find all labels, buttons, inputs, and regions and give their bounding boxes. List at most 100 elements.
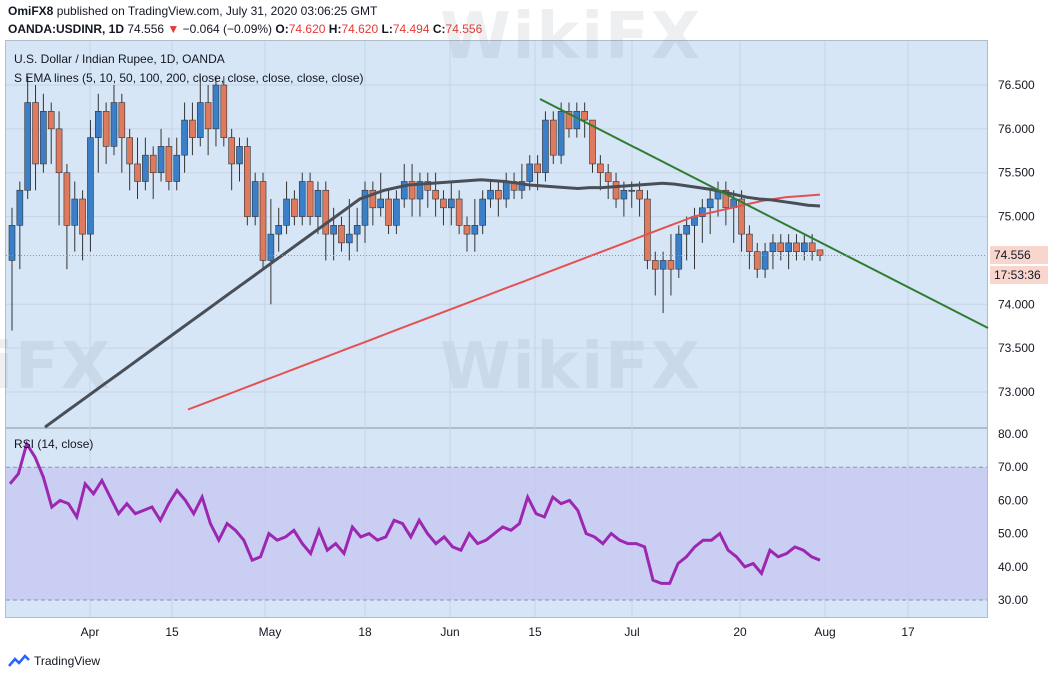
candle-body [47, 111, 55, 130]
open-label: O: [275, 22, 289, 36]
change-down-icon: ▼ [167, 22, 180, 36]
candle-body [385, 198, 392, 226]
candle-body [400, 181, 408, 200]
candle-body [32, 102, 39, 165]
candle-body [636, 189, 643, 200]
candle-body [369, 189, 377, 209]
change-value: −0.064 (−0.09%) [182, 22, 273, 36]
symbol-legend: U.S. Dollar / Indian Rupee, 1D, OANDA [14, 52, 225, 66]
rsi-legend: RSI (14, close) [14, 437, 94, 451]
low-label: L: [381, 22, 393, 36]
time-tick-label: 20 [733, 625, 747, 639]
brand-name: TradingView [34, 654, 101, 668]
candle-body [581, 111, 588, 121]
candle-body [565, 111, 573, 130]
footer-brand[interactable]: TradingView [8, 654, 100, 668]
candle-body [267, 233, 275, 261]
candle-body [291, 198, 298, 217]
candle-body [173, 154, 181, 182]
time-tick-label: 15 [165, 625, 179, 639]
candle-body [244, 146, 251, 217]
candle-body [549, 119, 557, 156]
close-label: C: [432, 22, 446, 36]
candle-body [361, 189, 369, 226]
candle-body [196, 102, 204, 138]
candle-body [87, 137, 94, 235]
time-tick-label: Jul [624, 625, 639, 639]
candle-body [298, 181, 306, 217]
countdown-label: 17:53:36 [990, 266, 1048, 284]
price-tick-label: 76.000 [998, 122, 1035, 136]
time-tick-label: Jun [440, 625, 459, 639]
candle-body [597, 163, 604, 174]
candle-body [612, 181, 620, 200]
publisher-name[interactable]: OmiFX8 [8, 4, 54, 18]
price-tick-label: 76.500 [998, 78, 1035, 92]
candle-body [753, 251, 761, 270]
candle-body [542, 119, 549, 174]
candle-body [526, 163, 534, 182]
candle-body [471, 225, 479, 235]
ema-dark-line [44, 178, 821, 429]
candle-body [71, 198, 79, 226]
rsi-tick-label: 80.00 [998, 427, 1028, 441]
candle-body [573, 111, 581, 130]
candle-body [408, 181, 416, 200]
candle-body [738, 198, 745, 235]
candle-body [722, 189, 730, 209]
candle-body [424, 181, 432, 191]
candle-body [220, 84, 228, 138]
candle-body [644, 198, 651, 261]
candle-body [314, 189, 322, 217]
candle-body [322, 189, 330, 235]
candle-body [557, 111, 565, 156]
candle-body [275, 225, 283, 235]
candle-body [675, 233, 683, 270]
price-tick-label: 74.000 [998, 297, 1035, 311]
time-tick-label: 17 [901, 625, 915, 639]
watermark-text: WikiFX [440, 0, 703, 74]
candle-body [181, 119, 188, 156]
price-tick-label: 75.500 [998, 166, 1035, 180]
candle-body [79, 198, 86, 235]
time-tick-label: Apr [81, 625, 100, 639]
candle-body [502, 181, 510, 200]
high-value: 74.620 [341, 22, 379, 36]
candle-body [589, 119, 596, 165]
price-tick-label: 75.000 [998, 210, 1035, 224]
candle-body [126, 137, 133, 165]
rsi-tick-label: 40.00 [998, 560, 1028, 574]
candle-body [102, 111, 110, 147]
low-value: 74.494 [392, 22, 430, 36]
candle-body [651, 260, 659, 270]
candle-body [63, 172, 71, 226]
candle-body [667, 260, 675, 270]
tradingview-logo-icon [8, 654, 30, 667]
candle-body [761, 251, 769, 270]
ohlc-bar: OANDA:USDINR, 1D 74.556 ▼ −0.064 (−0.09%… [8, 22, 482, 36]
candle-body [808, 242, 816, 252]
candle-body [518, 181, 526, 191]
candle-body [40, 111, 47, 165]
symbol-label[interactable]: OANDA:USDINR, 1D [8, 22, 125, 36]
candle-body [157, 146, 165, 174]
candle-body [236, 146, 243, 165]
candle-body [189, 119, 196, 138]
candle-body [746, 233, 753, 252]
candle-body [251, 181, 259, 217]
candle-body [330, 225, 337, 235]
candle-body [487, 189, 494, 200]
rsi-tick-label: 50.00 [998, 527, 1028, 541]
candle-body [16, 189, 24, 226]
candle-body [377, 198, 384, 209]
candle-body [204, 102, 212, 130]
candle-body [604, 172, 612, 182]
candle-body [142, 154, 149, 182]
candle-body [699, 207, 706, 217]
candle-body [110, 102, 118, 147]
price-pane[interactable] [5, 40, 988, 428]
candle-body [801, 242, 808, 252]
candle-body [534, 163, 541, 174]
price-tick-label: 73.500 [998, 341, 1035, 355]
